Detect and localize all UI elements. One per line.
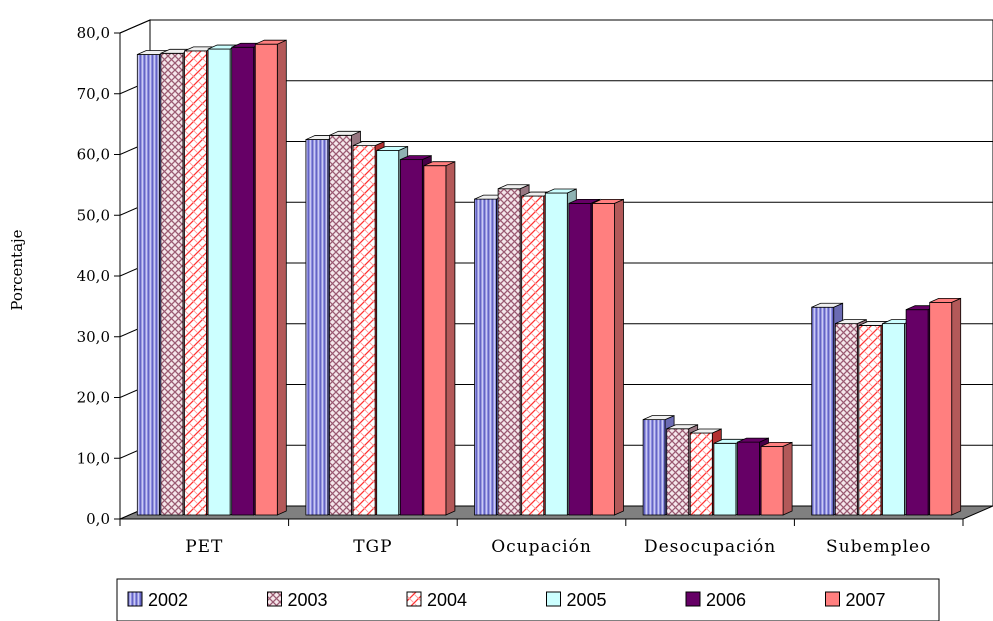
bar-Subempleo-2006	[905, 309, 929, 516]
x-tick-label-2: Ocupación	[491, 537, 592, 557]
legend-label-2006: 2006	[706, 590, 746, 610]
y-tick-label: 60,0	[77, 146, 110, 164]
bar-top-Ocupación-2005	[545, 188, 577, 194]
y-tick-label: 30,0	[77, 328, 110, 346]
bar-Subempleo-2007	[929, 301, 953, 516]
bars	[136, 39, 962, 516]
y-tick-label: 50,0	[77, 206, 110, 224]
bar-Subempleo-2004	[858, 325, 882, 516]
bar-top-Desocupación-2006	[737, 437, 769, 443]
bar-Desocupación-2003	[666, 428, 690, 516]
bar-TGP-2006	[399, 159, 423, 516]
bar-top-TGP-2007	[423, 161, 456, 167]
bar-PET-2006	[231, 46, 255, 516]
bar-PET-2007	[254, 43, 278, 516]
legend-swatch-2005	[546, 591, 561, 607]
x-axis-ticks: PET TGP Ocupación Desocupación Subempleo	[119, 518, 964, 557]
bar-side-Ocupación-2007	[614, 198, 624, 516]
bar-top-Desocupación-2002	[642, 415, 675, 421]
bar-PET-2002	[136, 54, 160, 516]
bar-TGP-2007	[423, 165, 447, 516]
legend: 2002 2003 2004 2005 2006 2007	[127, 590, 886, 610]
legend-swatch-2007	[825, 591, 840, 607]
y-axis-title: Porcentaje	[8, 229, 26, 310]
bar-top-TGP-2004	[352, 141, 385, 147]
x-tick-label-3: Desocupación	[644, 537, 776, 557]
bar-Desocupación-2005	[713, 442, 737, 516]
y-tick-label: 40,0	[77, 267, 110, 285]
bar-Subempleo-2005	[882, 323, 905, 516]
bar-Desocupación-2006	[737, 441, 760, 516]
bar-top-TGP-2006	[400, 155, 432, 161]
bar-PET-2003	[160, 52, 184, 516]
bar-top-Subempleo-2003	[835, 319, 867, 325]
bar-Subempleo-2002	[811, 306, 835, 516]
bar-Ocupación-2003	[497, 188, 521, 516]
bar-Ocupación-2002	[474, 198, 497, 516]
legend-swatch-2006	[685, 591, 701, 607]
legend-swatch-2002	[127, 591, 143, 607]
legend-swatch-2004	[406, 591, 422, 607]
bar-top-Desocupación-2004	[690, 428, 722, 434]
bar-TGP-2002	[305, 139, 329, 516]
y-tick-label: 70,0	[77, 85, 110, 103]
bar-TGP-2004	[352, 145, 376, 516]
x-tick-label-0: PET	[185, 537, 223, 557]
x-tick-label-4: Subempleo	[826, 537, 931, 557]
bar-Desocupación-2004	[689, 432, 713, 516]
legend-label-2004: 2004	[427, 590, 467, 610]
bar-side-TGP-2007	[445, 161, 456, 516]
bar-Subempleo-2003	[834, 323, 858, 516]
bar-top-Ocupación-2007	[592, 198, 624, 204]
bar-Desocupación-2002	[642, 419, 666, 516]
bar-Desocupación-2007	[760, 445, 784, 516]
bar-Ocupación-2005	[544, 192, 568, 516]
bar-top-Subempleo-2007	[929, 297, 961, 303]
y-tick-label: 10,0	[77, 449, 110, 467]
bar-side-Subempleo-2007	[951, 297, 962, 516]
bar-top-Desocupación-2003	[666, 424, 698, 430]
legend-box	[116, 578, 940, 621]
bar-side-Desocupación-2007	[782, 441, 793, 516]
bar-Ocupación-2004	[521, 195, 545, 516]
y-tick-label: 0,0	[86, 510, 110, 528]
bar-PET-2004	[184, 50, 207, 516]
y-tick-label: 80,0	[77, 24, 110, 42]
legend-swatch-2003	[267, 591, 282, 607]
bar-side-PET-2007	[276, 39, 287, 516]
y-axis-ticks: 0,0 10,0 20,0 30,0 40,0 50,0 60,0 70,0 80,0	[77, 24, 121, 528]
bar-top-Subempleo-2002	[811, 302, 843, 308]
bar-top-Ocupación-2006	[568, 198, 601, 204]
bar-top-Desocupación-2007	[760, 441, 793, 447]
bar-PET-2005	[207, 48, 231, 516]
bar-top-TGP-2005	[376, 146, 408, 151]
legend-label-2005: 2005	[567, 590, 607, 610]
bar-top-PET-2007	[255, 39, 287, 45]
legend-label-2002: 2002	[148, 590, 188, 610]
bar-Ocupación-2007	[592, 202, 615, 516]
bar-TGP-2003	[329, 134, 352, 516]
y-tick-label: 20,0	[77, 389, 110, 407]
bar-top-TGP-2003	[329, 130, 361, 136]
bar-TGP-2005	[376, 150, 400, 516]
gridline-side	[119, 19, 151, 34]
x-tick-label-1: TGP	[353, 537, 392, 557]
bar-Ocupación-2006	[568, 202, 592, 516]
bar-top-Ocupación-2003	[497, 184, 530, 190]
legend-label-2007: 2007	[846, 590, 886, 610]
legend-label-2003: 2003	[288, 590, 328, 610]
